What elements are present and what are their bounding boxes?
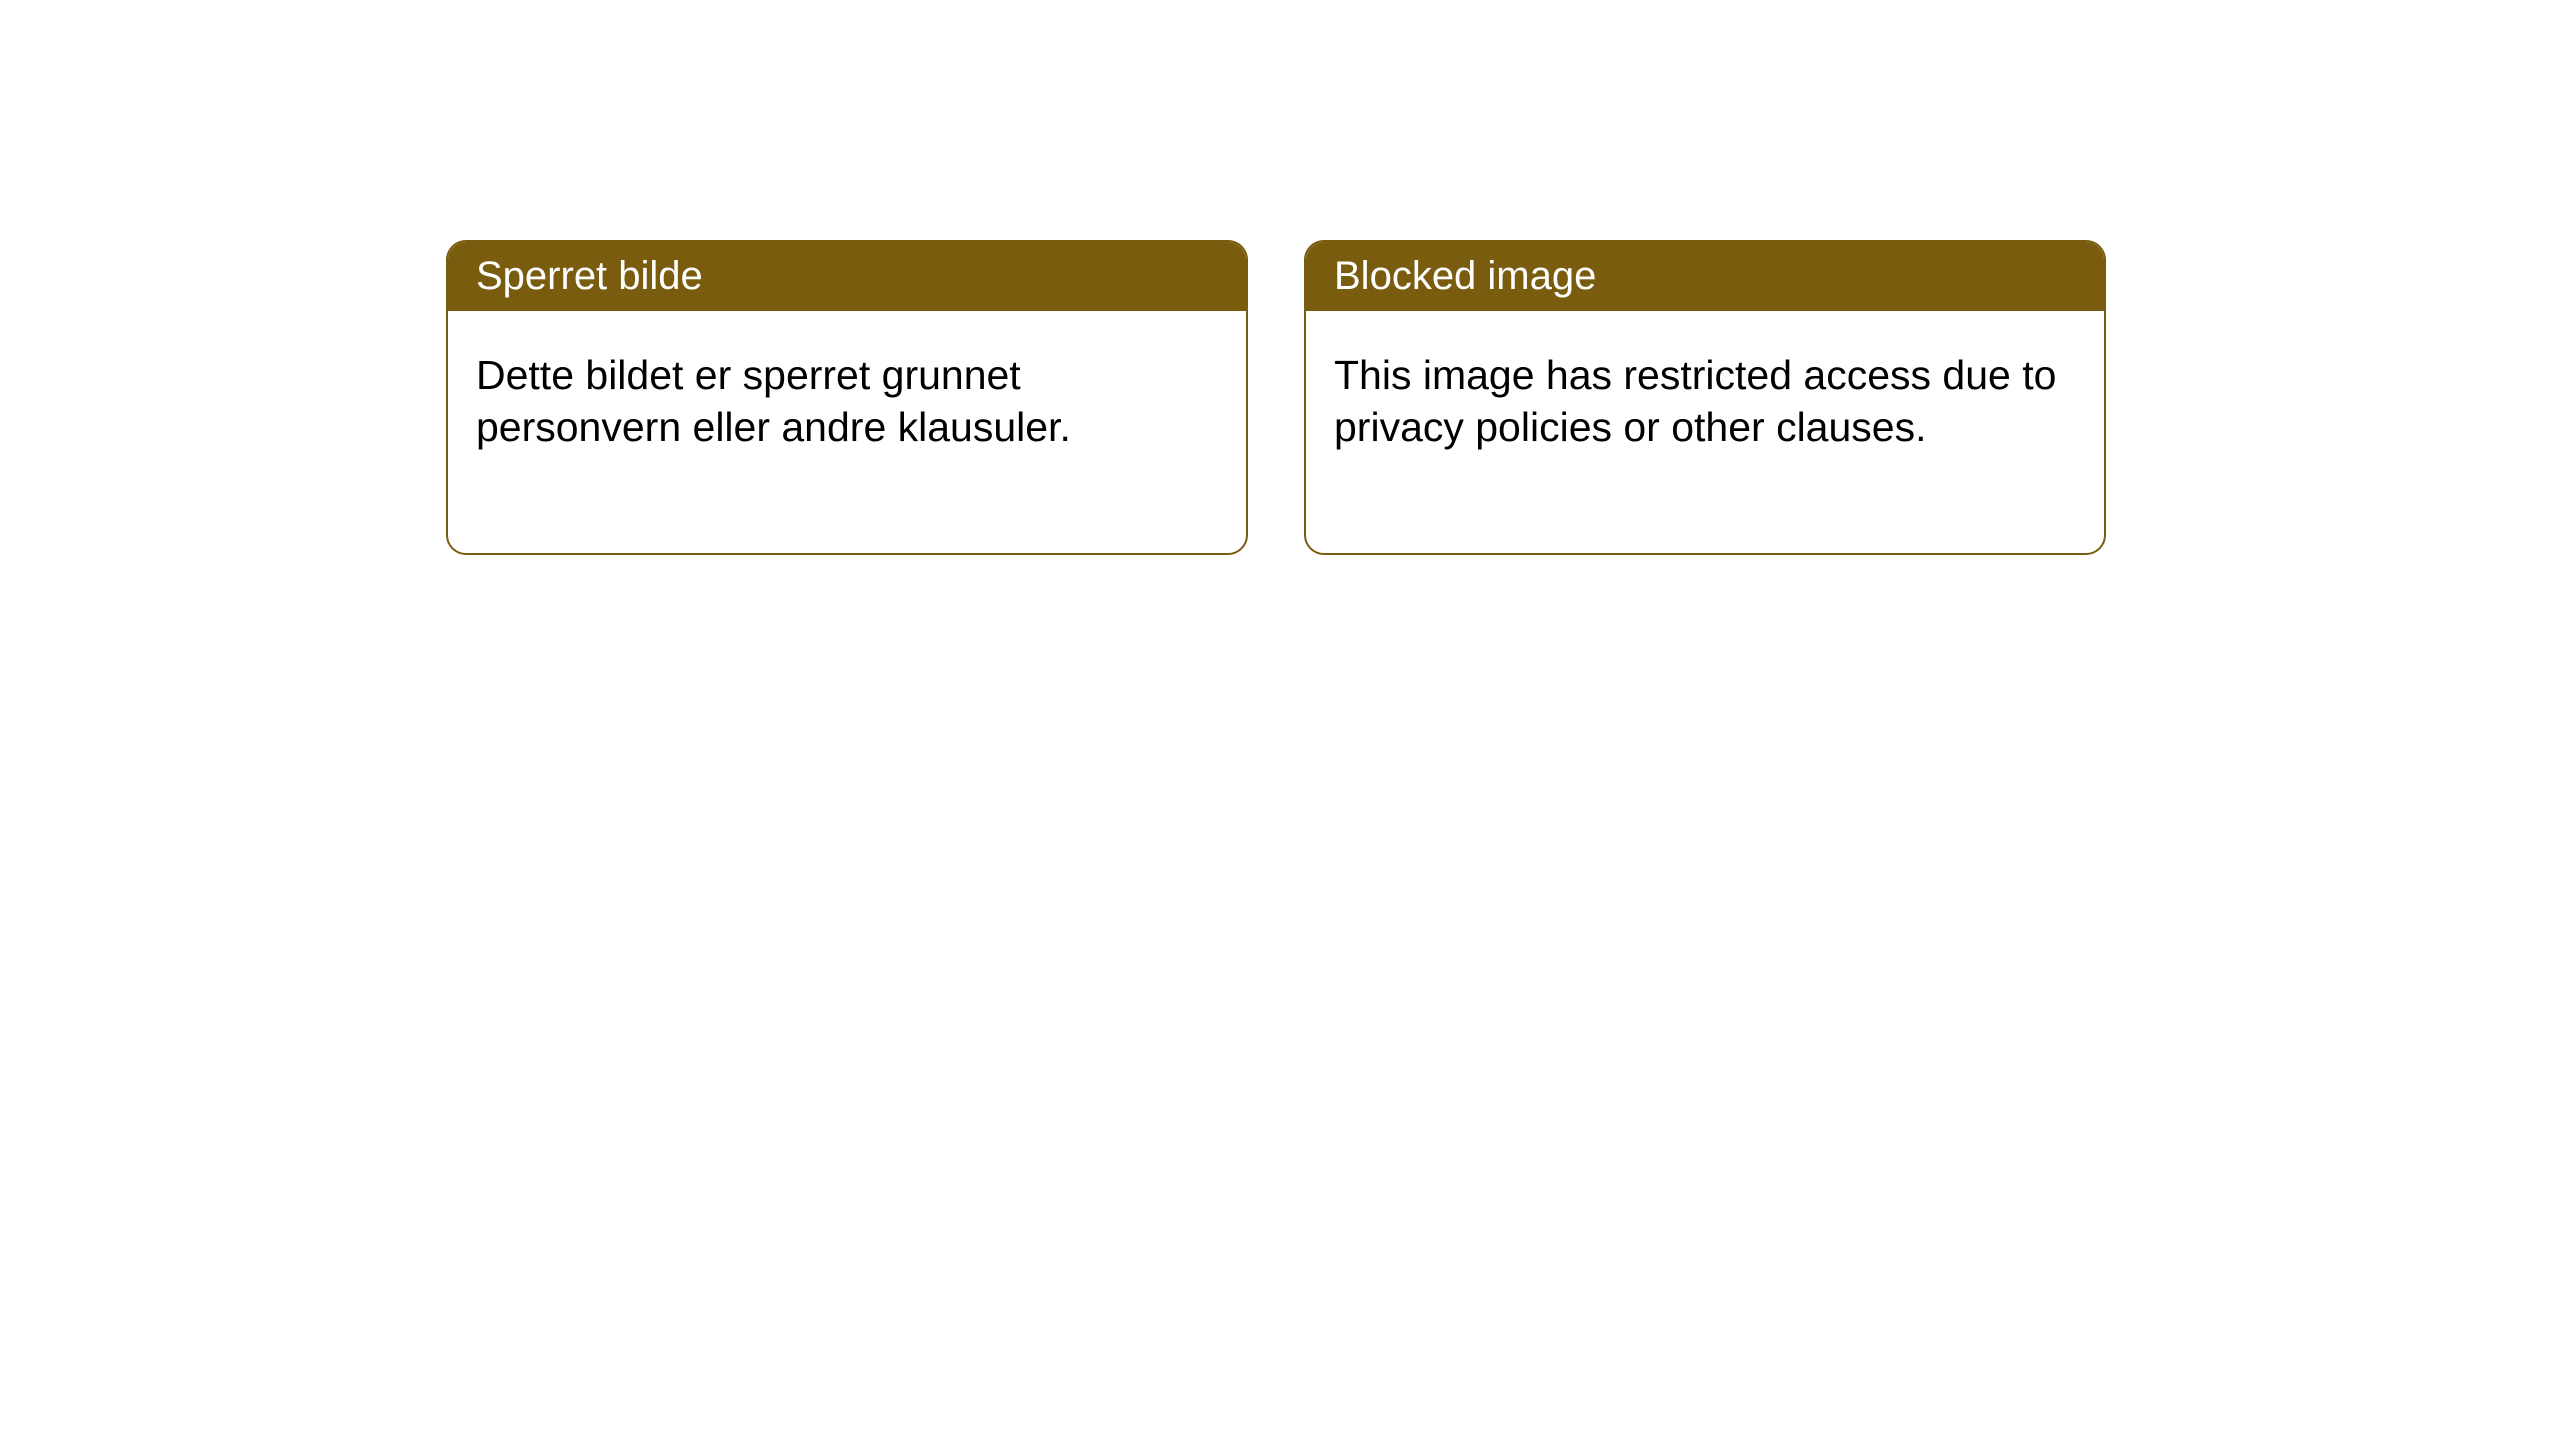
notice-card-title: Sperret bilde — [448, 242, 1246, 311]
notice-card-body: This image has restricted access due to … — [1306, 311, 2104, 553]
notice-card-body: Dette bildet er sperret grunnet personve… — [448, 311, 1246, 553]
notice-card-english: Blocked image This image has restricted … — [1304, 240, 2106, 555]
notice-card-norwegian: Sperret bilde Dette bildet er sperret gr… — [446, 240, 1248, 555]
notice-card-title: Blocked image — [1306, 242, 2104, 311]
notice-container: Sperret bilde Dette bildet er sperret gr… — [0, 0, 2560, 555]
